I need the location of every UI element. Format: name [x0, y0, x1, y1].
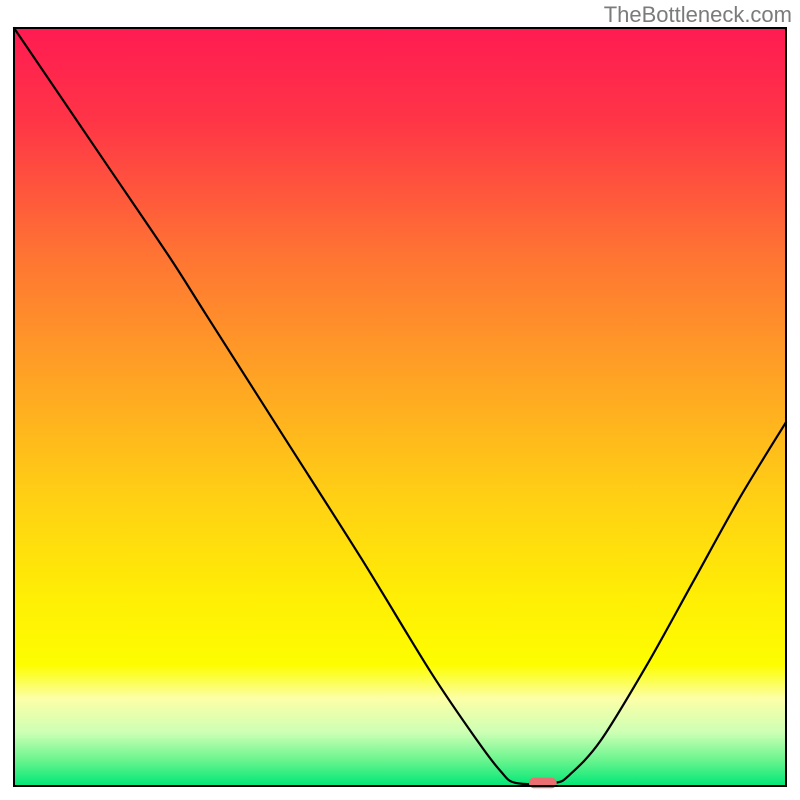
watermark-label: TheBottleneck.com	[604, 2, 792, 28]
chart-container: TheBottleneck.com	[0, 0, 800, 800]
plot-background	[14, 28, 786, 786]
bottleneck-chart	[0, 0, 800, 800]
